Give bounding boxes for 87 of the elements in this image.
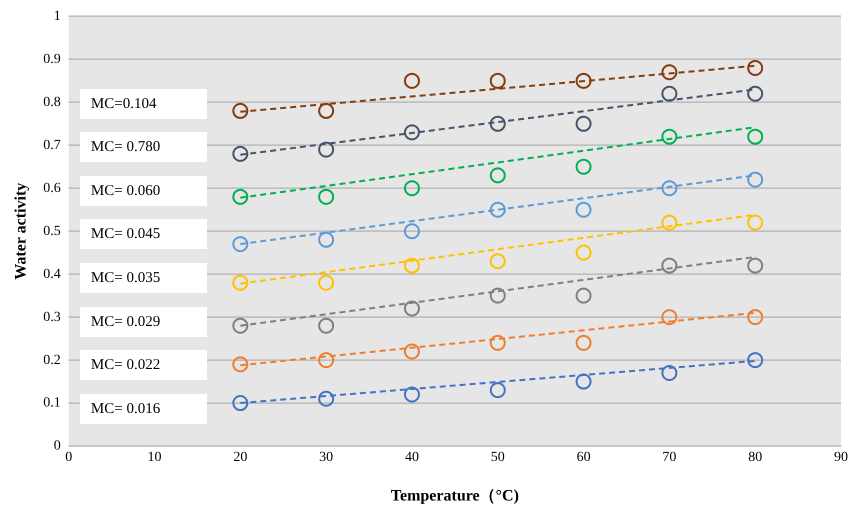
y-tick-label: 0.1 (43, 396, 61, 411)
point (318, 232, 334, 248)
point (404, 223, 420, 240)
point (747, 172, 764, 188)
point (490, 288, 506, 304)
text-box: MC=0.104 (80, 88, 207, 119)
point (576, 158, 592, 175)
point (747, 258, 764, 274)
point (490, 116, 506, 132)
point (661, 128, 678, 145)
text-box: MC= 0.035 (80, 263, 207, 294)
point (747, 86, 764, 102)
text-box: MC= 0.780 (80, 132, 207, 162)
y-tick-label: 0.7 (43, 138, 61, 153)
x-tick-label: 70 (662, 450, 676, 466)
x-tick-label: 80 (748, 450, 762, 466)
point (232, 102, 248, 119)
x-axis-title: Temperature（°C) (390, 488, 519, 505)
point (404, 180, 420, 196)
x-tick-label: 10 (148, 450, 162, 466)
y-tick-label: 0.2 (43, 352, 61, 368)
point (404, 300, 420, 317)
point (232, 146, 248, 162)
x-tick-label: 60 (576, 450, 591, 466)
point (318, 390, 334, 407)
y-tick-label: 1 (54, 9, 61, 24)
point (490, 72, 506, 89)
point (490, 334, 506, 351)
y-tick-label: 0.8 (43, 94, 61, 110)
point (576, 288, 592, 304)
y-tick-label: 0 (54, 438, 61, 454)
x-tick-label: 20 (233, 450, 248, 466)
point (661, 214, 678, 231)
point (747, 309, 764, 326)
point (747, 128, 764, 145)
point (576, 116, 592, 132)
x-tick-label: 30 (319, 450, 334, 466)
point (404, 258, 420, 274)
text-box: MC= 0.045 (80, 219, 207, 250)
point (747, 352, 764, 368)
point (404, 386, 420, 402)
point (490, 202, 506, 218)
text-box: MC= 0.016 (80, 394, 207, 424)
point (576, 72, 592, 89)
point (490, 382, 506, 398)
point (318, 102, 334, 119)
y-tick-label: 0.3 (43, 310, 61, 325)
point (232, 356, 248, 372)
point (404, 124, 420, 140)
point (576, 374, 592, 390)
x-tick-label: 40 (404, 450, 419, 466)
y-tick-label: 0.4 (43, 266, 61, 282)
point (318, 352, 334, 368)
point (490, 167, 506, 184)
point (661, 180, 678, 196)
x-tick-label: 0 (65, 450, 72, 466)
y-tick-label: 0.5 (43, 224, 61, 239)
point (404, 72, 420, 89)
point (232, 318, 248, 334)
text-box: MC= 0.022 (80, 350, 207, 380)
point (661, 309, 678, 326)
text-box: MC= 0.060 (80, 176, 207, 206)
point (232, 236, 248, 252)
point (576, 334, 592, 351)
point (661, 258, 678, 274)
point (747, 214, 764, 231)
point (232, 274, 248, 291)
point (661, 64, 678, 80)
point (576, 244, 592, 261)
point (576, 202, 592, 218)
x-tick-label: 90 (834, 450, 848, 466)
point (232, 188, 248, 205)
x-tick-label: 50 (490, 450, 505, 466)
point (318, 142, 334, 158)
point (318, 318, 334, 334)
point (490, 253, 506, 270)
point (318, 188, 334, 205)
y-tick-label: 0.9 (43, 52, 61, 68)
text-box: MC= 0.029 (80, 306, 207, 337)
point (318, 274, 334, 291)
point (232, 395, 248, 412)
y-tick-label: 0.6 (43, 180, 61, 196)
y-axis-title: Water activity (12, 182, 30, 280)
point (404, 343, 420, 360)
point (661, 364, 678, 381)
point (747, 60, 764, 76)
point (661, 86, 678, 102)
